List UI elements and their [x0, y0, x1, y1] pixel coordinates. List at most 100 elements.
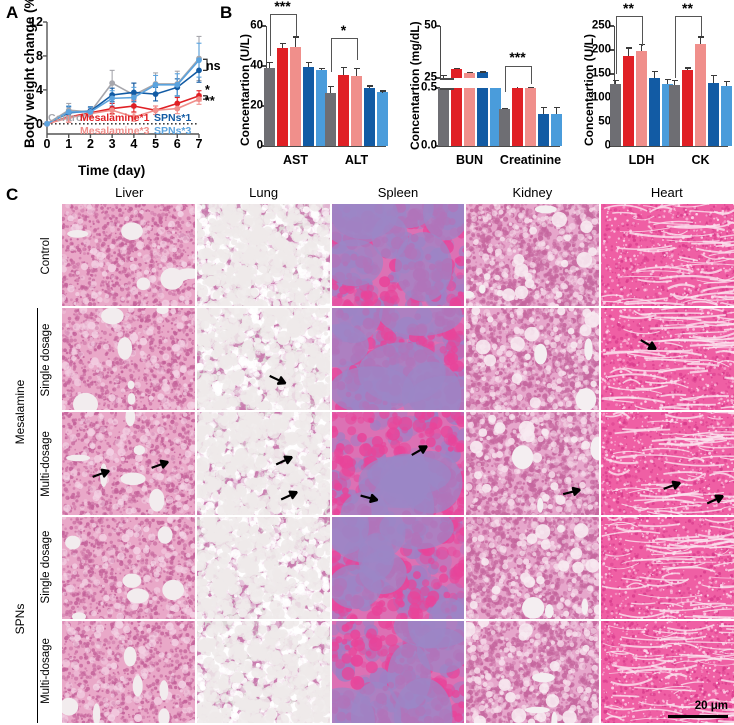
significance-marker: ***: [509, 50, 525, 64]
error-bar: [321, 69, 323, 70]
histology-cell: [197, 412, 330, 514]
y-tick-label: 60: [250, 20, 263, 32]
bar-upper: [451, 69, 462, 78]
y-tick-label: 20: [250, 100, 263, 112]
histology-image: [466, 621, 599, 723]
error-cap: [480, 71, 486, 73]
significance-marker: **: [623, 1, 634, 15]
error-cap: [502, 108, 508, 110]
histology-image: [601, 517, 734, 619]
bar: [649, 78, 660, 146]
histology-image: [62, 308, 195, 410]
histology-cell: [601, 308, 734, 410]
bar-lower-stub: [451, 88, 462, 146]
group-label: Mesalamine: [13, 342, 27, 482]
histology-image: [466, 412, 599, 514]
histology-cell: [62, 412, 195, 514]
bar: [277, 48, 288, 146]
row-label: Multi-dosage: [40, 611, 52, 725]
error-cap: [367, 85, 373, 87]
panel-a-x-tick: 3: [109, 138, 116, 151]
panel-a-x-axis-label: Time (day): [78, 163, 145, 178]
panel-a-y-tick: 12: [29, 16, 43, 29]
bar: [499, 109, 510, 146]
histology-image: [466, 517, 599, 619]
histology-image: [62, 517, 195, 619]
histology-cell: [466, 517, 599, 619]
panel-a-y-tick: 4: [36, 84, 43, 97]
histology-cell: [332, 308, 465, 410]
bar: [538, 114, 549, 146]
bar: [682, 70, 693, 146]
group-label: AST: [283, 154, 308, 167]
error-cap: [380, 90, 386, 92]
x-axis-line: [614, 146, 728, 147]
scale-bar-label: 20 μm: [695, 700, 728, 712]
histology-cell: [62, 517, 195, 619]
group-label: ALT: [345, 154, 368, 167]
panel-a-point: [109, 95, 115, 101]
column-header-heart: Heart: [651, 186, 683, 199]
significance-tick: [701, 16, 703, 36]
legend-mesalamine-1: Mesalamine*1: [80, 113, 149, 124]
histology-image: [197, 204, 330, 306]
panel-c: C Liver Lung Spleen Kidney Heart Control Sing…: [0, 186, 734, 725]
error-cap: [652, 71, 658, 73]
error-cap: [685, 67, 691, 69]
significance-line: [331, 38, 357, 39]
bar-lower-stub: [464, 88, 475, 146]
column-header-spleen: Spleen: [378, 186, 418, 199]
panel-a-y-tick: 8: [36, 50, 43, 63]
y-tick-label: 200: [592, 44, 611, 56]
error-cap: [341, 67, 347, 69]
histology-cell: [197, 204, 330, 306]
panel-b-chart-ldh-ck: Concentartion (U/L) 0 50 100 150 200 250 LDH CK…: [566, 0, 734, 182]
bar: [551, 114, 562, 146]
column-header-kidney: Kidney: [513, 186, 553, 199]
group-label: LDH: [629, 154, 655, 167]
row-label: Control: [40, 196, 52, 316]
group-label: BUN: [456, 154, 483, 167]
histology-image: [197, 621, 330, 723]
error-bar: [330, 87, 332, 93]
histology-cell: [62, 621, 195, 723]
y-axis-line-upper: [440, 26, 441, 78]
bar: [338, 75, 349, 146]
histology-image: [601, 308, 734, 410]
panel-a-point: [174, 101, 180, 107]
bar: [623, 56, 634, 146]
histology-cell: [466, 412, 599, 514]
error-cap: [554, 107, 560, 109]
panel-a-point: [131, 95, 137, 101]
histology-cell: [332, 204, 465, 306]
bar-lower-stub: [438, 88, 449, 146]
significance-marker: ***: [274, 0, 290, 13]
significance-tick: [616, 16, 618, 74]
histology-image: [466, 204, 599, 306]
group-bracket: [37, 308, 38, 516]
significance-line: [616, 16, 642, 17]
panel-a-point: [196, 67, 202, 73]
bar-upper: [477, 72, 488, 78]
x-axis-line: [266, 146, 386, 147]
error-bar: [687, 69, 689, 70]
axis-break: [441, 79, 561, 87]
histology-cell: [197, 621, 330, 723]
histology-image: [332, 621, 465, 723]
histology-image: [332, 517, 465, 619]
error-cap: [280, 43, 286, 45]
error-bar: [713, 76, 715, 83]
bar-upper: [464, 73, 475, 78]
histology-image: [62, 412, 195, 514]
error-cap: [293, 36, 299, 38]
panel-a-point: [109, 80, 115, 86]
panel-a-x-tick: 1: [65, 138, 72, 151]
bar: [669, 85, 680, 146]
legend-spns-1: SPNs*1: [154, 113, 191, 124]
row-label: Single dosage: [40, 507, 52, 627]
histology-cell: [197, 517, 330, 619]
y-tick-label: 0.0: [421, 140, 437, 152]
significance-tick: [357, 38, 359, 60]
